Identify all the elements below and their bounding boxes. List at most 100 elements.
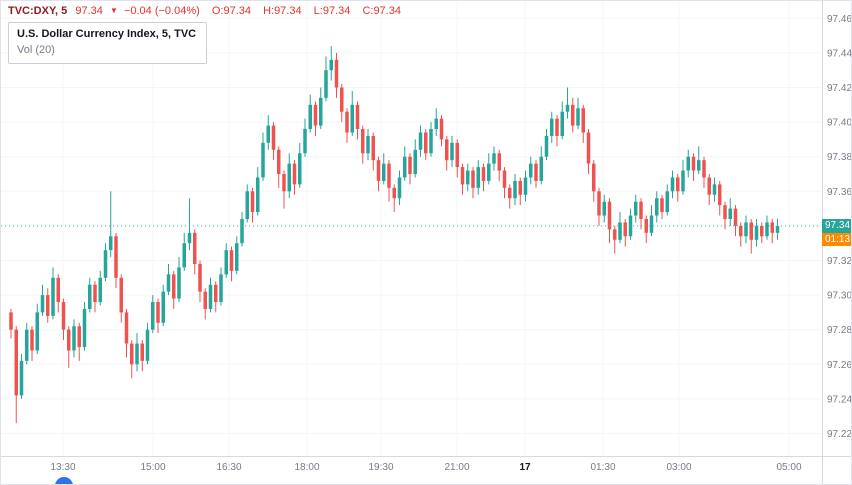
candle-body — [497, 153, 501, 171]
candle-body — [765, 222, 769, 237]
time-tick-label: 01:30 — [590, 462, 615, 473]
candle-body — [487, 163, 491, 181]
price-tick-label: 97.30 — [827, 291, 852, 302]
candle-body — [313, 104, 318, 126]
candle-body — [571, 104, 575, 126]
candle-body — [702, 160, 706, 178]
candle-body — [324, 70, 328, 98]
candle-body — [697, 160, 701, 171]
tradingview-logo-icon[interactable] — [55, 477, 73, 484]
candle-body — [308, 104, 312, 130]
candle-body — [114, 236, 118, 278]
candlestick-series[interactable] — [9, 45, 780, 424]
high-value: 97.34 — [274, 5, 302, 17]
candle-body — [681, 170, 685, 192]
candle-body — [555, 118, 559, 136]
candle-body — [277, 149, 281, 175]
candle-body — [93, 284, 97, 303]
grid-lines — [1, 1, 821, 456]
candle-body — [224, 250, 228, 275]
candle-body — [345, 111, 349, 133]
price-tick-label: 97.38 — [827, 152, 852, 163]
candle-body — [618, 222, 622, 240]
candle-body — [581, 108, 585, 133]
candle-body — [256, 177, 260, 213]
candle-body — [712, 184, 717, 195]
candle-body — [30, 329, 34, 351]
candle-body — [544, 135, 549, 157]
candle-body — [418, 132, 423, 150]
candle-body — [539, 156, 543, 181]
candle-body — [182, 243, 186, 268]
candle-body — [481, 167, 486, 181]
candle-body — [775, 225, 780, 233]
candle-body — [229, 250, 234, 271]
legend-volume-indicator[interactable]: Vol (20) — [17, 44, 55, 56]
candle-body — [471, 170, 475, 188]
candle-body — [371, 135, 375, 161]
candle-body — [109, 236, 113, 251]
time-tick-label: 03:00 — [666, 462, 691, 473]
time-tick-label: 21:00 — [444, 462, 469, 473]
candle-body — [329, 59, 333, 71]
candle-body — [655, 198, 659, 216]
candle-body — [760, 225, 764, 237]
candle-body — [266, 125, 270, 143]
candle-body — [628, 215, 633, 237]
candle-body — [634, 201, 638, 216]
candle-body — [508, 187, 512, 199]
time-tick-label: 19:30 — [368, 462, 393, 473]
candle-body — [728, 208, 732, 219]
symbol-name: TVC:DXY, 5 — [8, 5, 68, 17]
close-value: 97.34 — [373, 5, 401, 17]
candle-body — [392, 187, 396, 199]
candle-body — [403, 156, 407, 178]
candle-body — [749, 222, 753, 240]
candle-body — [61, 302, 66, 330]
price-change-value: −0.04 (−0.04%) — [123, 5, 200, 17]
price-tick-label: 97.44 — [827, 48, 852, 59]
candle-body — [466, 170, 470, 185]
legend-box[interactable]: U.S. Dollar Currency Index, 5, TVC Vol (… — [8, 22, 208, 64]
candle-body — [177, 267, 181, 299]
candle-body — [46, 295, 50, 316]
time-tick-label: 16:30 — [216, 462, 241, 473]
candle-body — [450, 142, 454, 161]
candle-body — [445, 139, 449, 161]
candle-body — [602, 201, 606, 216]
legend-series-title[interactable]: U.S. Dollar Currency Index, 5, TVC — [17, 28, 197, 40]
candle-body — [214, 284, 218, 303]
candle-body — [340, 87, 344, 112]
price-tick-label: 97.22 — [827, 429, 852, 440]
candle-body — [770, 222, 774, 233]
candle-body — [82, 308, 87, 348]
candle-body — [172, 274, 176, 299]
candle-body — [103, 250, 108, 278]
time-axis[interactable]: 13:30 15:00 16:30 18:00 19:30 21:00 17 01:30 03:… — [50, 462, 801, 473]
candle-body — [303, 129, 307, 154]
time-tick-label: 18:00 — [294, 462, 319, 473]
candle-body — [576, 108, 580, 126]
candle-body — [19, 360, 24, 396]
bar-countdown-badge: 01:13 — [822, 232, 851, 246]
candle-body — [455, 142, 459, 168]
candle-body — [334, 59, 339, 88]
candle-body — [707, 177, 711, 195]
price-down-arrow-icon: ▼ — [109, 6, 118, 15]
candle-body — [298, 153, 302, 185]
candle-body — [51, 277, 55, 316]
candle-body — [245, 191, 249, 219]
candle-body — [476, 167, 480, 188]
open-value: 97.34 — [223, 5, 251, 17]
candle-body — [560, 111, 564, 136]
candle-body — [355, 104, 360, 130]
time-tick-label: 17 — [519, 462, 531, 473]
time-tick-label: 05:00 — [776, 462, 801, 473]
candle-body — [644, 218, 648, 233]
candle-body — [613, 229, 617, 240]
price-tick-label: 97.46 — [827, 14, 852, 25]
candle-body — [187, 232, 192, 244]
candle-body — [161, 291, 165, 323]
